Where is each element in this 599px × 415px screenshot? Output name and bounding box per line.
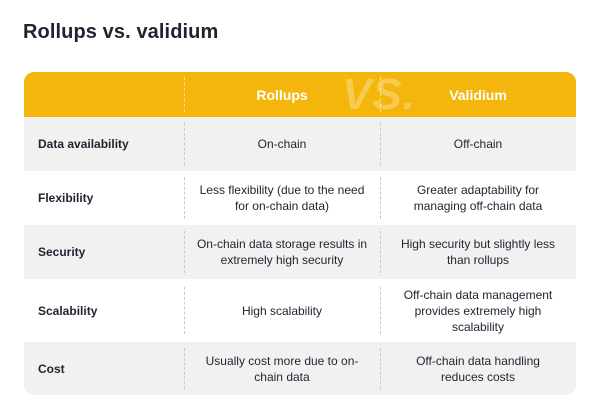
validium-cell: Off-chain data management provides extre… <box>403 287 553 334</box>
column-divider <box>184 177 185 219</box>
table-row: Data availability On-chain Off-chain <box>24 117 576 171</box>
page-title: Rollups vs. validium <box>23 21 219 43</box>
row-label: Scalability <box>38 303 98 318</box>
column-divider <box>380 348 381 389</box>
header-rollups: Rollups <box>256 86 308 103</box>
comparison-table: VS. Rollups Validium Data availability O… <box>24 72 576 395</box>
rollups-cell: On-chain data storage results in extreme… <box>196 237 368 267</box>
column-divider <box>380 177 381 219</box>
column-divider <box>380 231 381 273</box>
vs-watermark: VS. <box>342 72 416 119</box>
table-row: Security On-chain data storage results i… <box>24 225 576 279</box>
table-row: Scalability High scalability Off-chain d… <box>24 279 576 342</box>
column-divider <box>184 231 185 273</box>
row-label: Security <box>38 245 86 259</box>
validium-cell: High security but slightly less than rol… <box>400 237 556 267</box>
row-label: Cost <box>38 361 65 376</box>
validium-cell: Greater adaptability for managing off-ch… <box>413 183 543 213</box>
column-divider <box>380 77 381 112</box>
column-divider <box>184 77 185 112</box>
validium-cell: Off-chain data handling reduces costs <box>416 353 540 384</box>
rollups-cell: High scalability <box>241 303 323 318</box>
table-row: Flexibility Less flexibility (due to the… <box>24 171 576 225</box>
column-divider <box>184 348 185 389</box>
validium-cell: Off-chain <box>453 137 503 151</box>
table-row: Cost Usually cost more due to on-chain d… <box>24 342 576 395</box>
column-divider <box>380 286 381 335</box>
rollups-cell: On-chain <box>257 137 307 151</box>
column-divider <box>184 286 185 335</box>
row-label: Flexibility <box>38 191 94 205</box>
header-empty-cell <box>24 72 184 117</box>
rollups-cell: Usually cost more due to on-chain data <box>205 353 359 384</box>
column-divider <box>380 123 381 165</box>
column-divider <box>184 123 185 165</box>
header-validium: Validium <box>449 86 507 103</box>
table-header: VS. Rollups Validium <box>24 72 576 119</box>
rollups-cell: Less flexibility (due to the need for on… <box>199 183 365 213</box>
row-label: Data availability <box>38 137 129 151</box>
